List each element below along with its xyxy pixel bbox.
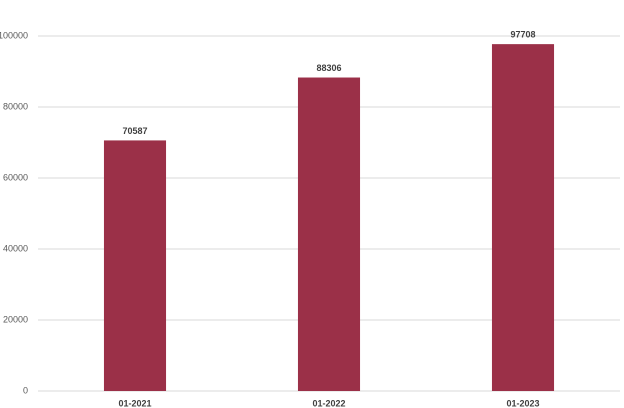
x-tick-label: 01-2023 (506, 398, 539, 408)
bar (491, 44, 555, 392)
bar (103, 140, 167, 391)
data-label: 70587 (122, 126, 147, 136)
x-tick-label: 01-2022 (312, 398, 345, 408)
y-tick-label: 60000 (3, 172, 28, 182)
data-label: 88306 (316, 63, 341, 73)
y-tick-label: 80000 (3, 101, 28, 111)
x-tick-label: 01-2021 (118, 398, 151, 408)
y-tick-label: 20000 (3, 314, 28, 324)
y-tick-label: 40000 (3, 243, 28, 253)
y-tick-label: 100000 (0, 30, 28, 40)
y-tick-label: 0 (23, 385, 28, 395)
bar (297, 77, 361, 391)
data-label: 97708 (510, 30, 535, 40)
